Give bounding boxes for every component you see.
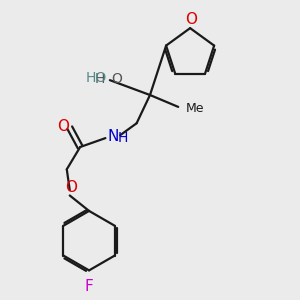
Text: F: F <box>85 279 93 294</box>
Text: O: O <box>57 119 69 134</box>
Text: N: N <box>107 129 118 144</box>
Text: Me: Me <box>186 102 204 115</box>
Text: HO: HO <box>86 71 107 85</box>
Text: O: O <box>186 12 198 27</box>
Text: O: O <box>65 180 77 195</box>
Text: H: H <box>118 131 128 145</box>
Text: O: O <box>111 72 122 86</box>
Text: H: H <box>95 72 105 86</box>
